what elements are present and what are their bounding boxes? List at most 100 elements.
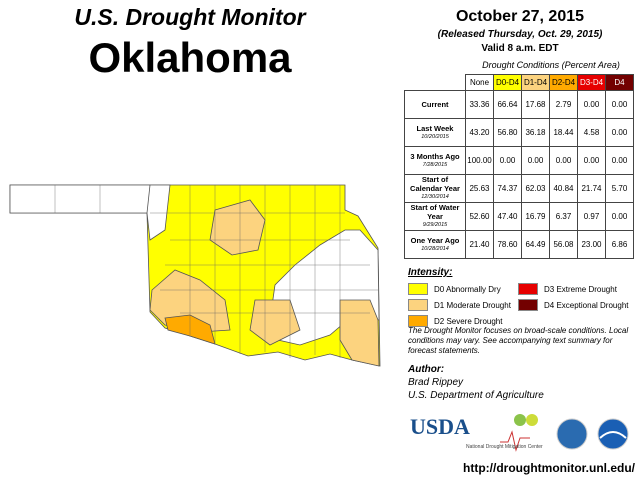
row-label-cell: One Year Ago 10/28/2014	[404, 230, 466, 259]
cell-value: 64.49	[521, 230, 550, 259]
row-label-cell: Current	[404, 90, 466, 119]
cell-value: 0.00	[605, 90, 634, 119]
noaa-wave	[599, 431, 627, 439]
cell-value: 36.18	[521, 118, 550, 147]
row-date: 10/28/2014	[421, 245, 449, 252]
west-none	[146, 184, 171, 241]
valid-time: Valid 8 a.m. EDT	[481, 43, 559, 54]
row-label: 3 Months Ago	[410, 151, 460, 161]
cell-value: 5.70	[605, 174, 634, 203]
row-label: Last Week	[416, 123, 454, 133]
row-label-cell: Start of Water Year 9/29/2015	[404, 202, 466, 231]
column-header: D2-D4	[549, 74, 578, 91]
legend-swatch	[518, 283, 538, 295]
panhandle-none	[9, 184, 151, 214]
column-header: None	[465, 74, 494, 91]
column-header: D1-D4	[521, 74, 550, 91]
note: The Drought Monitor focuses on broad-sca…	[408, 326, 629, 355]
row-date: 12/30/2014	[421, 194, 449, 200]
tree-icon	[526, 414, 538, 426]
legend-label: D0 Abnormally Dry	[434, 284, 501, 294]
ndmc-label: National Drought Mitigation Center	[466, 444, 543, 450]
row-label-cell: Last Week 10/20/2015	[404, 118, 466, 147]
row-date: 10/20/2015	[421, 133, 449, 140]
state-name: Oklahoma	[88, 34, 292, 81]
row-label-cell: 3 Months Ago 7/28/2015	[404, 146, 466, 175]
column-header: D4	[605, 74, 634, 91]
cell-value: 43.20	[465, 118, 494, 147]
legend-swatch	[408, 299, 428, 311]
commerce-seal	[556, 418, 588, 450]
author-heading: Author:	[408, 364, 445, 375]
conditions-table: None D0-D4 D1-D4 D2-D4 D3-D4 D4 Current 33.36 66…	[404, 74, 634, 259]
legend-item: D3 Extreme Drought	[518, 283, 617, 295]
date: October 27, 2015	[455, 8, 585, 25]
cell-value: 17.68	[521, 90, 550, 119]
cell-value: 100.00	[465, 146, 494, 175]
cell-value: 16.79	[521, 202, 550, 231]
cell-value: 33.36	[465, 90, 494, 119]
cell-value: 56.08	[549, 230, 578, 259]
legend-swatch	[408, 283, 428, 295]
cell-value: 21.40	[465, 230, 494, 259]
blank-cell	[405, 75, 466, 91]
cell-value: 52.60	[465, 202, 494, 231]
county-lines	[54, 185, 378, 358]
title: U.S. Drought Monitor	[74, 4, 306, 30]
d1-south	[249, 299, 301, 346]
cell-value: 0.00	[493, 146, 522, 175]
cell-value: 2.79	[549, 90, 578, 119]
cell-value: 62.03	[521, 174, 550, 203]
tree-icon	[514, 414, 526, 426]
data-row: Start of Water Year 9/29/2015 52.60 47.40 16…	[404, 202, 634, 231]
cell-value: 0.00	[605, 146, 634, 175]
column-header: D3-D4	[577, 74, 606, 91]
cell-value: 6.37	[549, 202, 578, 231]
row-date: 7/28/2015	[422, 161, 448, 168]
legend-swatch	[408, 315, 428, 327]
legend-item: D1 Moderate Drought	[408, 299, 511, 311]
cell-value: 0.00	[605, 202, 634, 231]
cell-value: 4.58	[577, 118, 606, 147]
cell-value: 0.00	[549, 146, 578, 175]
cell-value: 18.44	[549, 118, 578, 147]
row-label-cell: Start of Calendar Year 12/30/2014	[404, 174, 466, 203]
map	[9, 184, 381, 367]
cell-value: 66.64	[493, 90, 522, 119]
legend-title: Intensity:	[408, 267, 453, 278]
data-row: One Year Ago 10/28/2014 21.40 78.60 64.49 56.…	[404, 230, 634, 259]
cell-value: 40.84	[549, 174, 578, 203]
row-label: One Year Ago	[410, 235, 460, 245]
legend-label: D2 Severe Drought	[434, 316, 503, 326]
cell-value: 23.00	[577, 230, 606, 259]
legend-swatch	[518, 299, 538, 311]
row-date: 9/29/2015	[422, 222, 448, 228]
cell-value: 78.60	[493, 230, 522, 259]
row-label: Current	[421, 100, 449, 109]
author-name: Brad Rippey	[408, 377, 464, 388]
legend-item: D4 Exceptional Drought	[518, 299, 629, 311]
data-row: 3 Months Ago 7/28/2015 100.00 0.00 0.00 0.00 0…	[404, 146, 634, 175]
row-label: Start of Calendar Year	[410, 175, 460, 193]
url[interactable]: http://droughtmonitor.unl.edu/	[463, 461, 635, 475]
legend-label: D4 Exceptional Drought	[544, 300, 629, 310]
legend-label: D1 Moderate Drought	[434, 300, 511, 310]
legend-item: D2 Severe Drought	[408, 315, 502, 327]
legend-item: D0 Abnormally Dry	[408, 283, 501, 295]
header-row: None D0-D4 D1-D4 D2-D4 D3-D4 D4	[405, 74, 634, 91]
logos	[500, 414, 629, 452]
column-header: D0-D4	[493, 74, 522, 91]
ndmc-icon	[500, 430, 530, 452]
cell-value: 6.86	[605, 230, 634, 259]
release-date: (Released Thursday, Oct. 29, 2015)	[437, 29, 603, 40]
legend-label: D3 Extreme Drought	[544, 284, 617, 294]
data-row: Current 33.36 66.64 17.68 2.79 0.00 0.00	[404, 90, 634, 119]
usda-logo: USDA	[410, 414, 470, 439]
data-row: Start of Calendar Year 12/30/2014 25.63 74.…	[404, 174, 634, 203]
noaa-logo	[597, 418, 629, 450]
cell-value: 0.00	[577, 146, 606, 175]
cell-value: 56.80	[493, 118, 522, 147]
cell-value: 0.97	[577, 202, 606, 231]
author-organization: U.S. Department of Agriculture	[408, 390, 544, 401]
